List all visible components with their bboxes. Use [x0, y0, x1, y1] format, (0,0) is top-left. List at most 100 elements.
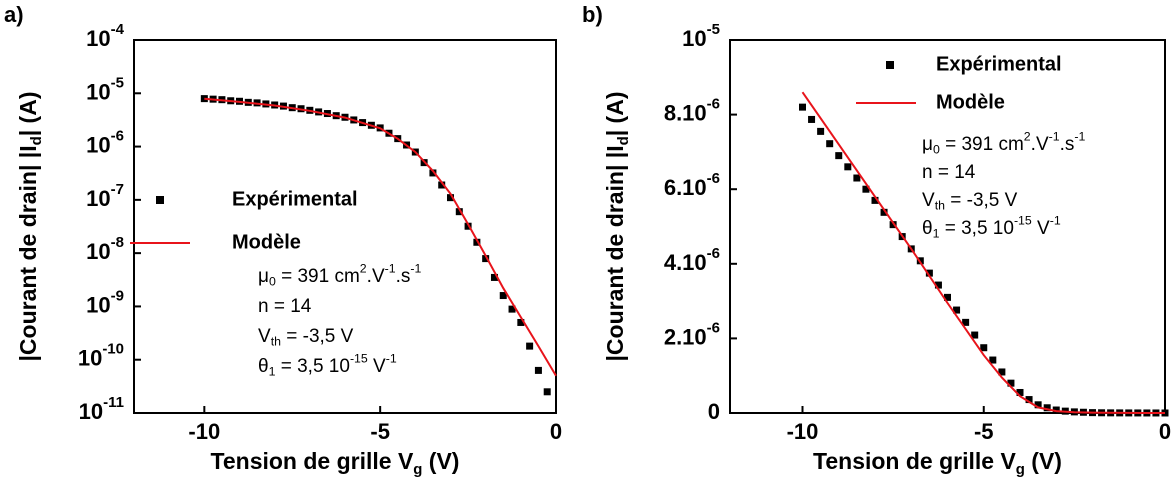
x-axis-label-run: Tension de grille V	[813, 448, 1016, 474]
y-tick-exponent: -10	[102, 341, 124, 358]
data-point	[853, 174, 861, 182]
y-tick-label: 6.10-6	[664, 170, 720, 200]
data-point	[1025, 396, 1033, 404]
annotation-run: 0	[933, 143, 940, 157]
data-point	[499, 292, 507, 300]
y-tick-label: 10-9	[86, 287, 124, 317]
y-axis-label-run: | (A)	[602, 92, 628, 137]
y-tick-label: 10-4	[86, 21, 124, 51]
y-tick-label: 0	[708, 399, 720, 424]
y-tick-label: 10-5	[86, 74, 124, 104]
annotation: Vth = -3,5 V	[258, 326, 354, 349]
data-point	[826, 140, 834, 148]
annotation: n = 14	[258, 296, 312, 317]
data-point	[543, 388, 551, 396]
x-axis-label-run: (V)	[422, 448, 459, 474]
data-point	[517, 318, 525, 326]
annotation-run: θ	[922, 218, 933, 239]
x-axis-label-run: Tension de grille V	[211, 448, 414, 474]
y-tick-exponent: -6	[707, 319, 720, 336]
data-point	[508, 305, 516, 313]
annotation-run: -15	[1014, 214, 1032, 228]
y-axis-label-run: d	[28, 136, 45, 145]
y-axis-label-run: | (A)	[15, 92, 41, 137]
y-tick-label: 10-11	[79, 394, 124, 424]
data-point	[526, 342, 534, 350]
legend-marker	[886, 61, 894, 69]
y-tick-label: 2.10-6	[664, 319, 720, 349]
x-tick-label: 0	[550, 419, 562, 444]
plot-frame	[729, 39, 1166, 414]
annotation-run: th	[271, 335, 281, 349]
annotation-run: = 391 cm	[940, 134, 1024, 155]
y-tick-label: 10-6	[86, 128, 124, 158]
data-point	[799, 103, 806, 111]
data-point	[1016, 388, 1024, 396]
y-axis-label-run: |Courant de drain| |I	[15, 145, 41, 361]
annotation-run: V	[368, 356, 386, 377]
y-tick-exponent: -6	[707, 170, 720, 187]
y-axis-label-run: |Courant de drain| |I	[602, 145, 628, 361]
x-tick-label: -10	[188, 419, 220, 444]
y-axis-label-run: d	[615, 136, 632, 145]
panel-label: a)	[4, 2, 24, 27]
data-point	[490, 273, 498, 281]
y-tick-base: 2.10	[664, 324, 707, 349]
data-point	[464, 222, 472, 230]
y-tick-label: 10-10	[78, 341, 124, 371]
x-axis-label-run: (V)	[1025, 448, 1062, 474]
y-tick-base: 10	[86, 239, 110, 264]
data-point	[835, 152, 843, 160]
annotation: θ1 = 3,5 10-15 V-1	[922, 214, 1061, 241]
data-point	[989, 356, 997, 364]
annotation-run: μ	[258, 266, 269, 287]
y-tick-exponent: -5	[111, 74, 124, 91]
plot-frame	[133, 39, 557, 414]
annotation-run: = -3,5 V	[281, 326, 354, 347]
data-point	[962, 318, 970, 326]
annotation-run: 1	[933, 227, 940, 241]
y-axis-label: |Courant de drain| |Id| (A)	[602, 92, 632, 362]
annotation-run: V	[258, 326, 271, 347]
y-tick-base: 6.10	[664, 175, 707, 200]
data-point	[971, 331, 979, 339]
model-line	[801, 91, 1166, 414]
y-tick-exponent: -9	[111, 287, 124, 304]
y-tick-exponent: -11	[103, 394, 124, 411]
x-tick-label: -10	[787, 419, 819, 444]
annotation-run: -1	[1074, 130, 1085, 144]
annotation-run: V	[1032, 218, 1050, 239]
data-point	[1034, 401, 1042, 409]
annotation: n = 14	[922, 162, 976, 183]
annotation: μ0 = 391 cm2.V-1.s-1	[922, 130, 1086, 157]
y-tick-base: 10	[86, 132, 110, 157]
x-tick-label: -5	[974, 419, 994, 444]
y-tick-base: 8.10	[664, 100, 707, 125]
y-tick-exponent: -4	[111, 21, 125, 38]
data-point	[429, 169, 437, 177]
x-axis-label-run: g	[413, 461, 422, 478]
annotation-run: 2	[360, 262, 367, 276]
y-tick-exponent: -5	[707, 21, 720, 38]
y-tick-base: 10	[86, 26, 110, 51]
annotation-run: .s	[1060, 134, 1075, 155]
annotation: θ1 = 3,5 10-15 V-1	[258, 352, 397, 379]
annotation-run: -15	[350, 352, 368, 366]
data-point	[862, 185, 870, 193]
y-tick-base: 10	[86, 79, 110, 104]
y-tick-label: 10-5	[682, 21, 720, 51]
annotation-run: .s	[396, 266, 411, 287]
y-tick-exponent: -6	[111, 128, 124, 145]
annotation-run: -1	[1049, 130, 1060, 144]
annotation-run: 2	[1024, 130, 1031, 144]
data-point	[998, 368, 1006, 376]
data-point	[925, 269, 933, 277]
annotation-run: -1	[385, 262, 396, 276]
annotation-run: n = 14	[922, 162, 976, 183]
legend-marker	[156, 196, 164, 204]
y-tick-exponent: -6	[707, 245, 720, 262]
data-point	[1043, 404, 1051, 412]
data-point	[871, 196, 879, 204]
annotation-run: .V	[367, 266, 385, 287]
